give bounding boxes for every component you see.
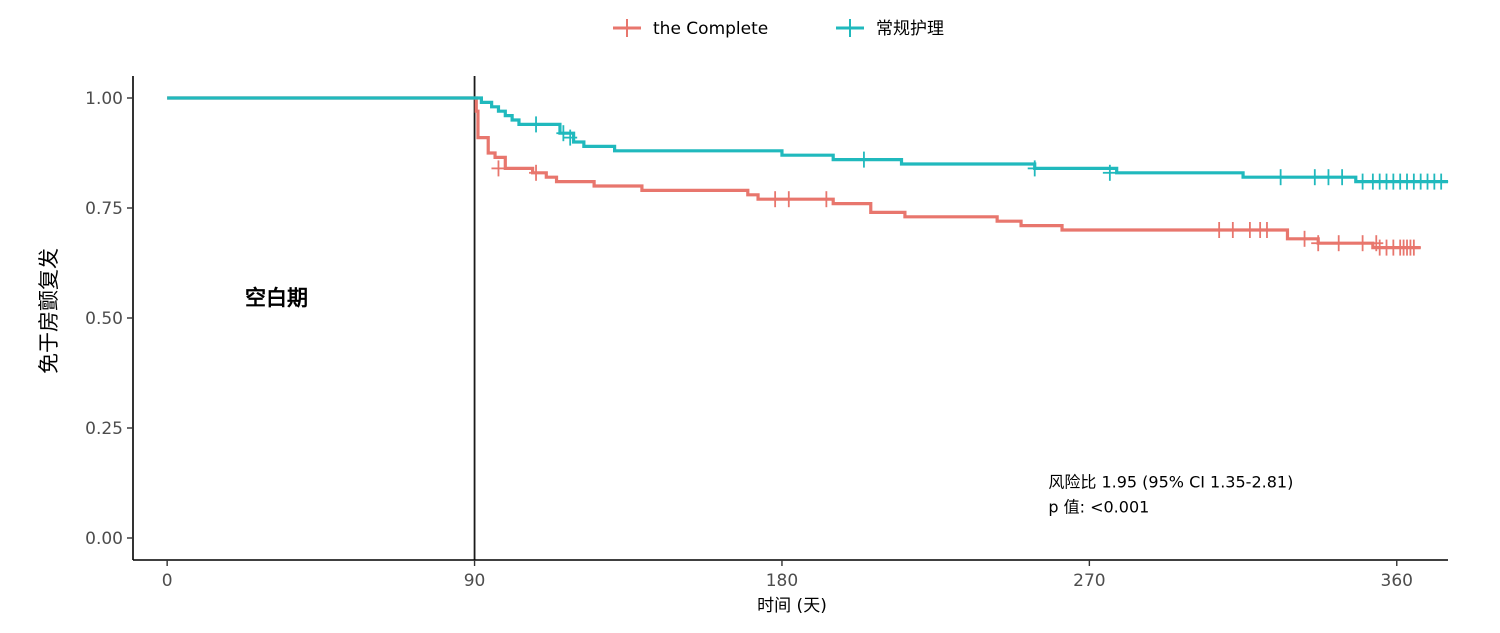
hazard-annotation-1: p 值: <0.001: [1048, 497, 1149, 516]
y-tick-label: 0.75: [85, 199, 123, 219]
censor-mark: [856, 151, 871, 168]
legend: the Complete 常规护理: [613, 19, 944, 39]
censor-mark: [1355, 235, 1370, 252]
censor-mark: [1259, 222, 1274, 238]
x-tick-label: 180: [766, 571, 798, 591]
censor-mark: [529, 116, 544, 133]
x-tick-label: 360: [1381, 571, 1413, 591]
censor-mark: [768, 191, 783, 208]
legend-item-1: 常规护理: [836, 19, 944, 39]
x-axis-title: 时间 (天): [757, 596, 827, 616]
censor-mark: [1369, 235, 1384, 252]
censor-mark: [1225, 222, 1240, 238]
censor-mark: [556, 125, 571, 142]
y-tick-label: 1.00: [85, 89, 123, 109]
censor-mark: [1331, 235, 1346, 252]
censor-mark: [1434, 173, 1449, 190]
legend-label: the Complete: [653, 19, 768, 39]
x-tick-label: 90: [464, 571, 486, 591]
y-tick-label: 0.25: [85, 419, 123, 439]
legend-label: 常规护理: [876, 19, 944, 39]
x-tick-label: 270: [1073, 571, 1105, 591]
censor-mark: [1311, 235, 1326, 252]
y-tick-label: 0.50: [85, 309, 123, 329]
axes: 0.00 0.25 0.50 0.75 1.00 0 90 180 270 360: [85, 76, 1448, 591]
censor-mark: [1273, 169, 1288, 186]
censor-mark: [491, 160, 506, 177]
censor-mark: [529, 164, 544, 181]
blanking-period-label: 空白期: [245, 286, 308, 310]
series-line-1: [167, 96, 1448, 184]
hazard-annotation-0: 风险比 1.95 (95% CI 1.35-2.81): [1048, 472, 1293, 491]
censor-mark: [1297, 230, 1312, 247]
censor-mark: [1307, 169, 1322, 186]
censor-mark: [563, 129, 578, 146]
censor-mark: [1406, 239, 1421, 256]
censor-mark: [1102, 164, 1117, 181]
censor-mark: [1212, 222, 1227, 238]
censor-mark: [1335, 169, 1350, 186]
censor-mark: [819, 191, 834, 208]
censor-mark: [781, 191, 796, 208]
x-tick-label: 0: [162, 571, 173, 591]
series-line-0: [167, 96, 1421, 250]
y-tick-label: 0.00: [85, 529, 123, 549]
legend-item-0: the Complete: [613, 19, 768, 39]
censor-mark: [1027, 160, 1042, 177]
y-axis-title: 免于房颤复发: [37, 248, 61, 374]
censor-mark: [1321, 169, 1336, 186]
